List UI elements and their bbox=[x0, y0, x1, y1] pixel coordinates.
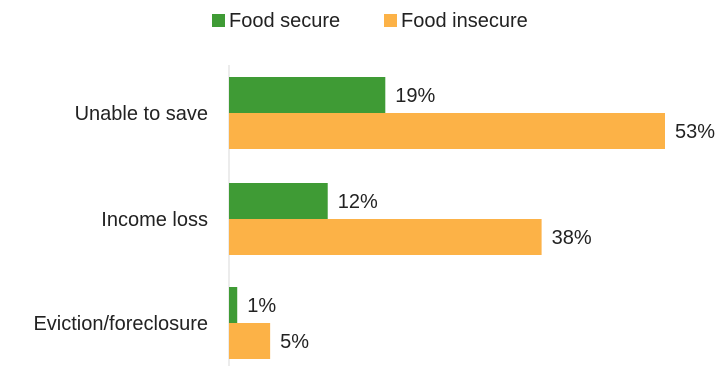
category-label: Eviction/foreclosure bbox=[33, 313, 208, 335]
legend-label: Food insecure bbox=[401, 10, 528, 32]
bar-food-insecure bbox=[229, 113, 665, 149]
bars bbox=[229, 77, 665, 359]
data-labels: 19% 53% 12% 38% 1%5% bbox=[247, 85, 715, 353]
data-label: 1% bbox=[247, 295, 276, 317]
category-label: Income loss bbox=[101, 209, 208, 231]
bar-food-insecure bbox=[229, 219, 542, 255]
bar-food-secure bbox=[229, 77, 386, 113]
bar-food-insecure bbox=[229, 323, 271, 359]
legend-swatch bbox=[384, 14, 397, 27]
legend-label: Food secure bbox=[229, 10, 340, 32]
category-labels: Unable to save Income loss Eviction/forecl… bbox=[33, 103, 208, 335]
data-label: 38% bbox=[552, 227, 592, 249]
legend-swatch bbox=[212, 14, 225, 27]
bar-food-secure bbox=[229, 183, 328, 219]
legend-item: Food secure bbox=[212, 10, 340, 32]
data-label: 19% bbox=[395, 85, 435, 107]
data-label: 53% bbox=[675, 121, 715, 143]
bar-food-secure bbox=[229, 287, 238, 323]
legend-item: Food insecure bbox=[384, 10, 528, 32]
chart-legend: Food secure Food insecure bbox=[212, 10, 528, 32]
data-label: 5% bbox=[280, 331, 309, 353]
category-label: Unable to save bbox=[75, 103, 208, 125]
data-label: 12% bbox=[338, 191, 378, 213]
